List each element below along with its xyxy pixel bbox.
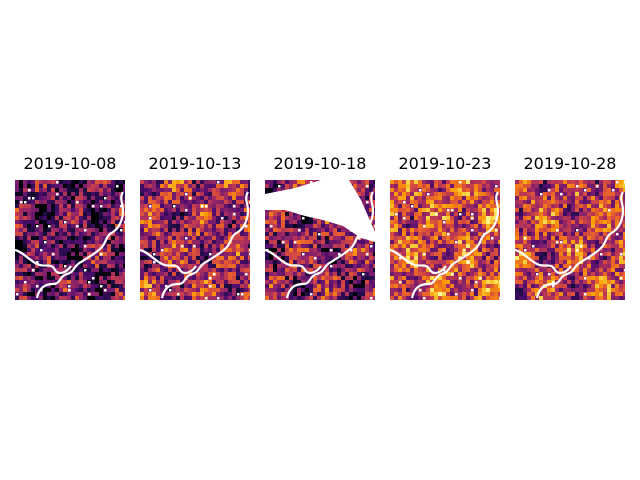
- panel-title: 2019-10-18: [273, 154, 367, 173]
- satellite-image: [140, 180, 250, 300]
- panel-title: 2019-10-28: [523, 154, 617, 173]
- panel-title: 2019-10-08: [23, 154, 117, 173]
- panel-title: 2019-10-13: [148, 154, 242, 173]
- satellite-image: [265, 180, 375, 300]
- satellite-image: [390, 180, 500, 300]
- satellite-image: [515, 180, 625, 300]
- panel-title: 2019-10-23: [398, 154, 492, 173]
- satellite-image: [15, 180, 125, 300]
